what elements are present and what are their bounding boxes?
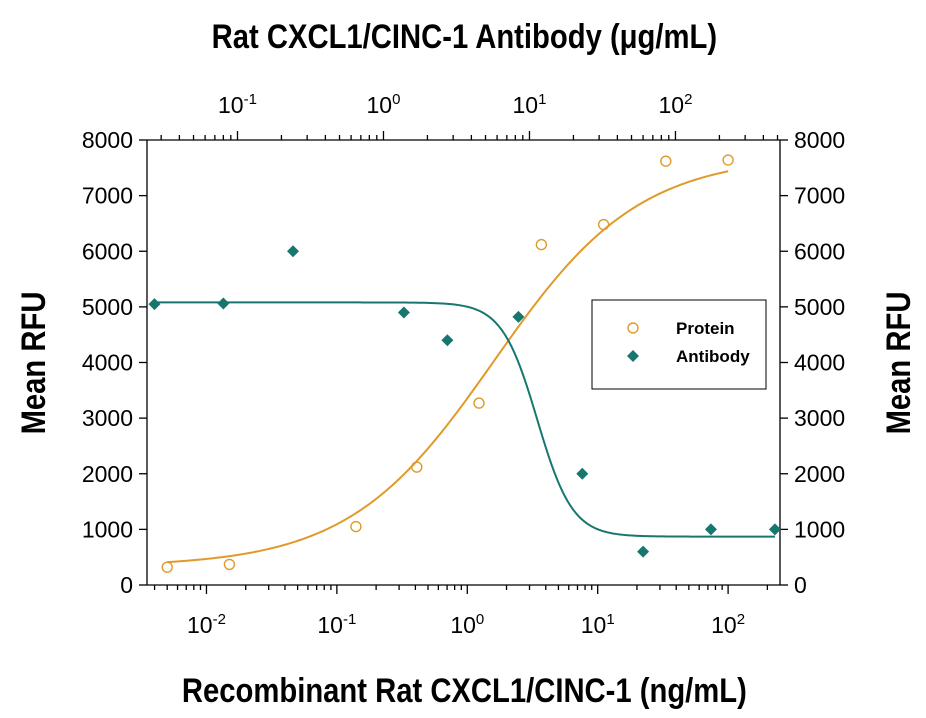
protein-point (411, 461, 423, 473)
x-tick-label-bottom: 100 (450, 611, 484, 638)
x-tick-label-bottom: 101 (581, 611, 615, 638)
protein-point (535, 238, 548, 251)
axes: 0 0 1000 1000 2000 2000 3000 3000 4000 4000 5000 50… (82, 91, 845, 638)
antibody-point (704, 523, 717, 536)
protein-point (722, 154, 734, 166)
protein-point (161, 561, 173, 573)
antibody-point (512, 310, 525, 323)
y-tick-label-left: 7000 (82, 183, 133, 209)
y-tick-label-left: 6000 (82, 238, 133, 264)
legend-box (591, 299, 767, 390)
antibody-point (217, 297, 230, 310)
x-tick-label-top: 101 (513, 91, 547, 118)
protein-point (660, 155, 672, 167)
y-tick-label-left: 5000 (82, 294, 133, 320)
antibody-point (397, 306, 410, 319)
protein-point (350, 520, 362, 533)
protein-point (597, 218, 610, 231)
protein-point (223, 558, 236, 571)
y-tick-label-right: 4000 (794, 350, 845, 376)
x-axis-label: Recombinant Rat CXCL1/CINC-1 (ng/mL) (182, 671, 747, 710)
antibody-fit-curve (154, 301, 775, 538)
legend-antibody-label: Antibody (676, 347, 750, 366)
y-tick-label-right: 8000 (794, 127, 845, 153)
y-tick-label-right: 2000 (794, 461, 845, 487)
antibody-point (148, 298, 161, 311)
y-tick-label-left: 2000 (82, 461, 133, 487)
protein-fit-curve (167, 170, 729, 564)
y-tick-label-left: 0 (120, 572, 133, 598)
y-tick-label-right: 6000 (794, 238, 845, 264)
protein-point (473, 397, 485, 409)
y-axis-label-right: Mean RFU (879, 292, 918, 435)
x-tick-label-bottom: 10-1 (317, 611, 356, 638)
y-tick-label-left: 1000 (82, 516, 133, 542)
x-tick-label-top: 102 (658, 91, 692, 118)
y-tick-label-right: 1000 (794, 516, 845, 542)
y-tick-label-right: 0 (794, 572, 807, 598)
antibody-point (441, 334, 454, 347)
y-tick-label-right: 7000 (794, 183, 845, 209)
y-tick-label-left: 4000 (82, 350, 133, 376)
antibody-point (286, 245, 299, 258)
x-tick-label-bottom: 102 (711, 611, 745, 638)
antibody-point (768, 523, 781, 536)
data-points (148, 154, 781, 573)
y-tick-label-right: 5000 (794, 294, 845, 320)
antibody-point (576, 467, 589, 480)
chart-title: Rat CXCL1/CINC-1 Antibody (μg/mL) (212, 17, 717, 56)
y-axis-label-left: Mean RFU (14, 292, 53, 435)
x-tick-label-top: 10-1 (218, 91, 257, 118)
legend: Protein Antibody (591, 299, 767, 390)
x-tick-label-top: 100 (367, 91, 401, 118)
x-tick-label-bottom: 10-2 (187, 611, 226, 638)
y-tick-label-right: 3000 (794, 405, 845, 431)
legend-antibody-marker (627, 350, 639, 362)
antibody-point (637, 545, 650, 558)
y-tick-label-left: 8000 (82, 127, 133, 153)
y-tick-label-left: 3000 (82, 405, 133, 431)
legend-protein-marker (627, 322, 639, 334)
legend-protein-label: Protein (676, 319, 735, 338)
fit-curves (154, 170, 775, 564)
